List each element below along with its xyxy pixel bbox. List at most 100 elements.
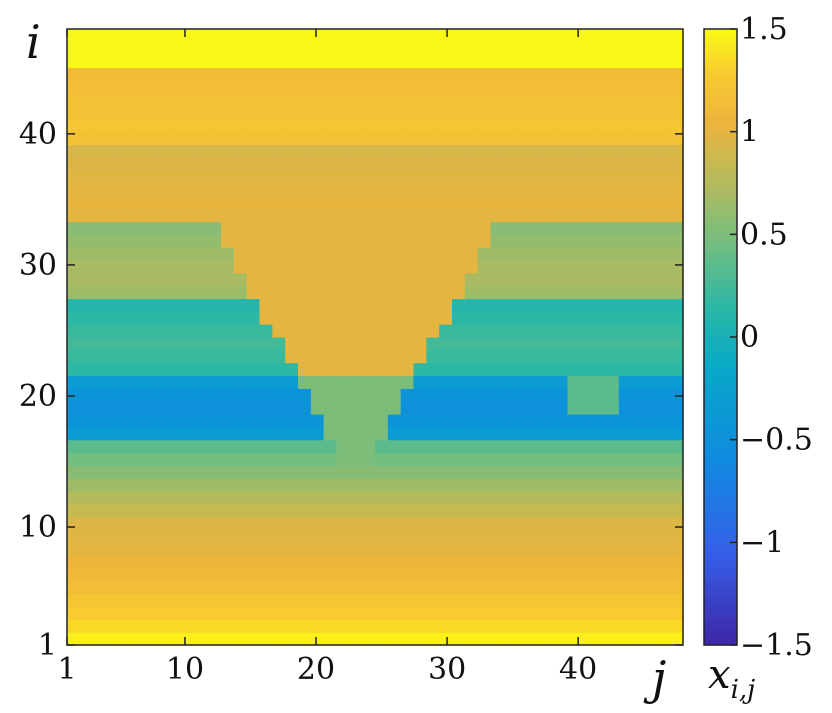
heatmap-cell [593,41,607,56]
heatmap-cell [657,80,671,94]
heatmap-cell [259,234,273,248]
heatmap-cell [195,118,209,133]
heatmap-cell [246,260,261,274]
heatmap-cell [439,54,453,69]
heatmap-cell [169,247,184,261]
heatmap-cell [400,568,415,582]
heatmap-cell [233,414,248,428]
heatmap-cell [426,568,440,582]
heatmap-cell [208,414,222,428]
heatmap-cell [195,298,209,312]
heatmap-cell [439,401,453,415]
heatmap-cell [208,529,222,543]
heatmap-cell [631,337,646,351]
heatmap-cell [67,568,81,582]
heatmap-cell [490,106,504,120]
heatmap-cell [92,555,107,569]
heatmap-cell [298,234,312,248]
heatmap-cell [336,131,350,146]
heatmap-cell [644,298,658,312]
heatmap-cell [529,272,543,287]
heatmap-cell [567,298,581,312]
heatmap-cell [169,606,184,620]
heatmap-cell [298,311,312,325]
heatmap-cell [452,503,466,518]
heatmap-cell [490,426,504,441]
heatmap-cell [670,54,684,69]
heatmap-cell [657,349,671,364]
heatmap-cell [580,491,594,505]
heatmap-cell [464,272,479,287]
heatmap-cell [400,272,415,287]
colorbar-swatch [704,44,737,51]
heatmap-cell [310,337,325,351]
heatmap-cell [272,272,286,287]
heatmap-cell [593,131,607,146]
heatmap-cell [310,183,325,197]
heatmap-cell [387,529,402,543]
heatmap-cell [413,285,427,300]
heatmap-cell [631,465,646,479]
heatmap-cell [464,375,479,389]
colorbar-swatch [704,167,737,174]
colorbar-swatch [704,501,737,507]
heatmap-cell [79,375,94,389]
colorbar-swatch [704,393,737,400]
heatmap-cell [105,67,119,81]
heatmap-cell [105,144,119,158]
heatmap-cell [529,260,543,274]
heatmap-cell [477,247,492,261]
heatmap-cell [169,285,184,300]
heatmap-cell [375,632,389,646]
heatmap-cell [464,183,479,197]
heatmap-cell [631,272,646,287]
heatmap-cell [593,324,607,338]
heatmap-cell [285,388,299,402]
heatmap-cell [362,93,376,107]
heatmap-cell [118,260,132,274]
heatmap-cell [644,41,658,56]
heatmap-cell [618,234,633,248]
heatmap-cell [657,388,671,402]
heatmap-cell [490,208,504,223]
heatmap-cell [439,414,453,428]
heatmap-cell [554,311,569,325]
heatmap-cell [400,67,415,81]
heatmap-cell [144,260,158,274]
heatmap-cell [593,529,607,543]
heatmap-cell [400,93,415,107]
heatmap-cell [131,234,145,248]
heatmap-cell [285,221,299,235]
heatmap-cell [580,131,594,146]
colorbar-tick-label: 0.5 [740,217,788,252]
heatmap-cell [631,632,646,646]
heatmap-cell [105,439,119,454]
heatmap-cell [606,195,620,210]
heatmap-cell [285,157,299,171]
heatmap-cell [144,568,158,582]
heatmap-cell [464,170,479,184]
heatmap-cell [105,414,119,428]
heatmap-cell [503,67,517,81]
heatmap-cell [477,580,492,595]
heatmap-cell [657,503,671,518]
heatmap-cell [182,452,196,466]
heatmap-cell [477,478,492,492]
heatmap-cell [233,67,248,81]
heatmap-cell [195,362,209,377]
heatmap-cell [118,118,132,133]
heatmap-cell [631,93,646,107]
heatmap-cell [670,337,684,351]
heatmap-cell [362,375,376,389]
heatmap-cell [567,170,581,184]
heatmap-cell [310,170,325,184]
heatmap-cell [92,491,107,505]
heatmap-cell [464,221,479,235]
heatmap-cell [118,106,132,120]
heatmap-cell [452,414,466,428]
heatmap-cell [606,375,620,389]
heatmap-cell [169,183,184,197]
heatmap-cell [670,542,684,556]
colorbar-swatch [704,100,737,107]
heatmap-cell [387,619,402,633]
